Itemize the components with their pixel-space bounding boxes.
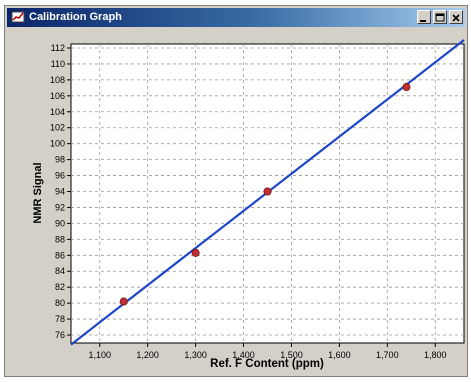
y-tick-label: 90: [55, 218, 65, 228]
y-tick-label: 98: [55, 155, 65, 165]
chart-app-icon: [11, 11, 25, 23]
y-tick-label: 88: [55, 234, 65, 244]
window-title: Calibration Graph: [29, 11, 122, 23]
y-tick-label: 82: [55, 282, 65, 292]
x-tick-label: 1,800: [424, 350, 447, 360]
y-tick-label: 106: [50, 91, 65, 101]
x-tick-label: 1,200: [136, 350, 159, 360]
data-point: [402, 83, 411, 92]
data-point: [119, 297, 128, 306]
calibration-window: Calibration Graph 76 78 80 82 84 86 88 90 92 94 96…: [4, 5, 468, 377]
minimize-icon: [420, 20, 426, 22]
close-icon: [452, 14, 460, 22]
y-tick-label: 100: [50, 139, 65, 149]
x-axis-ticks: 1,100 1,200 1,300 1,400 1,500 1,600 1,700 1,800: [88, 343, 447, 360]
title-bar[interactable]: Calibration Graph: [7, 8, 465, 27]
data-series: [70, 39, 465, 346]
maximize-icon: [435, 13, 445, 22]
grid-lines: [71, 44, 464, 343]
data-point: [191, 248, 200, 257]
y-tick-label: 80: [55, 298, 65, 308]
calibration-chart: 76 78 80 82 84 86 88 90 92 94 96 98 100 102 104 106 108 1…: [32, 39, 465, 370]
x-tick-label: 1,600: [328, 350, 351, 360]
minimize-button[interactable]: [417, 10, 431, 24]
y-tick-label: 112: [51, 43, 65, 53]
x-tick-label: 1,400: [232, 350, 255, 360]
y-axis-label: NMR Signal: [32, 162, 44, 223]
y-tick-label: 84: [55, 266, 65, 276]
x-tick-label: 1,700: [376, 350, 399, 360]
close-button[interactable]: [449, 10, 463, 24]
y-tick-label: 94: [55, 187, 65, 197]
x-tick-label: 1,300: [184, 350, 207, 360]
data-point: [263, 187, 272, 196]
y-tick-label: 78: [55, 314, 65, 324]
y-tick-label: 92: [55, 202, 65, 212]
y-tick-label: 104: [50, 107, 65, 117]
x-tick-label: 1,500: [280, 350, 303, 360]
y-tick-label: 102: [50, 123, 65, 133]
plot-area: 76 78 80 82 84 86 88 90 92 94 96 98 100 102 104 106 108 1…: [7, 29, 465, 374]
y-axis-ticks: 76 78 80 82 84 86 88 90 92 94 96 98 100 102 104 106 108 1…: [50, 43, 71, 340]
y-tick-label: 110: [51, 59, 65, 69]
y-tick-label: 86: [55, 250, 65, 260]
y-tick-label: 96: [55, 171, 65, 181]
maximize-button[interactable]: [433, 10, 447, 24]
y-tick-label: 108: [50, 75, 65, 85]
x-axis-label: Ref. F Content (ppm): [210, 358, 324, 370]
y-tick-label: 76: [55, 330, 65, 340]
x-tick-label: 1,100: [88, 350, 111, 360]
